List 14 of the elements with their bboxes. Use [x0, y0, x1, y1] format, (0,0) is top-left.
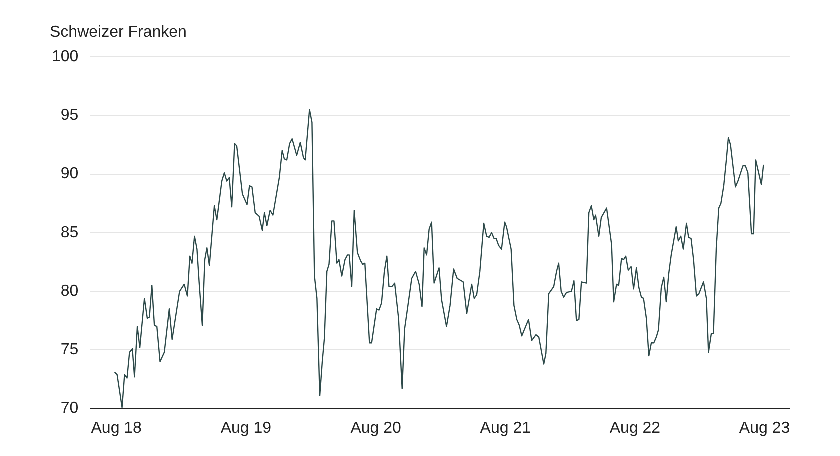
y-tick-label: 80 — [60, 282, 79, 300]
x-tick-label: Aug 22 — [610, 420, 661, 437]
y-axis-title: Schweizer Franken — [50, 24, 187, 41]
x-tick-label: Aug 19 — [220, 420, 272, 437]
y-tick-label: 70 — [60, 400, 79, 418]
y-tick-label: 100 — [52, 48, 79, 66]
x-tick-label: Aug 21 — [480, 420, 532, 437]
x-tick-label: Aug 20 — [350, 420, 402, 437]
y-tick-label: 90 — [60, 166, 79, 183]
y-tick-label: 95 — [60, 107, 79, 124]
x-tick-label: Aug 23 — [739, 420, 790, 437]
y-tick-label: 85 — [60, 224, 79, 242]
y-tick-label: 75 — [60, 342, 79, 359]
x-tick-label: Aug 18 — [91, 420, 142, 437]
